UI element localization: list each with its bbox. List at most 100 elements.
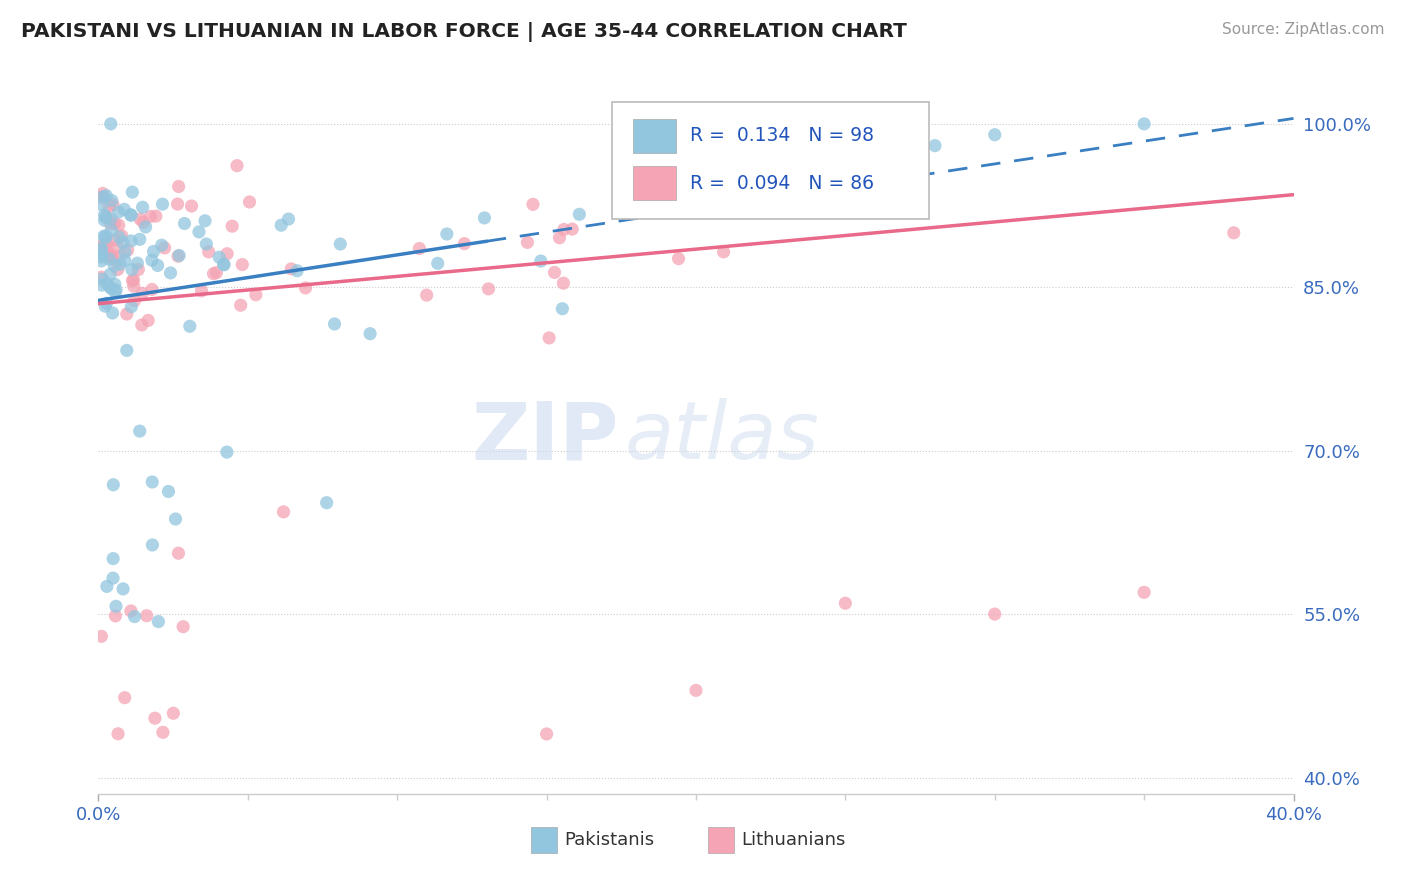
Point <box>626 161 648 175</box>
Point <box>984 607 1007 621</box>
Point <box>98 199 121 213</box>
Point <box>159 266 181 280</box>
Point <box>111 228 134 243</box>
Point <box>530 254 553 268</box>
Point <box>112 202 135 217</box>
Point <box>131 200 153 214</box>
Point <box>141 475 163 489</box>
Point <box>157 484 180 499</box>
Bar <box>633 119 676 153</box>
Point <box>131 286 153 301</box>
Point <box>141 282 163 296</box>
Point <box>120 300 142 314</box>
Point <box>98 267 121 281</box>
Point <box>90 278 112 293</box>
Point <box>315 496 337 510</box>
Point <box>152 725 174 739</box>
Point <box>408 242 430 256</box>
Point <box>202 267 225 281</box>
Point <box>142 244 165 259</box>
Point <box>179 319 201 334</box>
Point <box>115 343 138 358</box>
Point <box>280 261 302 276</box>
Point <box>522 197 544 211</box>
Point <box>91 238 114 252</box>
Point <box>90 243 112 257</box>
Text: ZIP: ZIP <box>471 398 619 476</box>
Point <box>90 270 112 285</box>
Point <box>122 273 145 287</box>
Text: PAKISTANI VS LITHUANIAN IN LABOR FORCE | AGE 35-44 CORRELATION CHART: PAKISTANI VS LITHUANIAN IN LABOR FORCE |… <box>21 22 907 42</box>
Point <box>167 248 190 262</box>
Point <box>167 249 190 263</box>
Point <box>91 186 114 201</box>
Point <box>108 250 131 264</box>
Point <box>121 274 143 288</box>
Text: Lithuanians: Lithuanians <box>741 831 846 849</box>
Point <box>212 258 235 272</box>
Point <box>124 609 146 624</box>
Point <box>96 188 118 202</box>
Point <box>208 250 231 264</box>
Point <box>90 249 112 263</box>
Point <box>101 198 124 212</box>
Point <box>103 259 125 273</box>
Point <box>167 179 190 194</box>
Point <box>231 258 253 272</box>
Text: R =  0.094   N = 86: R = 0.094 N = 86 <box>690 174 875 193</box>
Point <box>127 256 149 270</box>
Point <box>90 242 112 256</box>
Point <box>114 690 136 705</box>
Point <box>101 306 124 320</box>
Point <box>197 244 219 259</box>
Point <box>924 138 946 153</box>
Point <box>984 128 1007 142</box>
Text: R =  0.134   N = 98: R = 0.134 N = 98 <box>690 127 875 145</box>
Point <box>188 225 211 239</box>
Point <box>153 241 176 255</box>
Point <box>180 199 202 213</box>
Point <box>96 210 118 224</box>
Point <box>1133 117 1156 131</box>
Point <box>90 190 112 204</box>
Point <box>100 223 122 237</box>
Point <box>94 229 117 244</box>
Point <box>122 279 145 293</box>
Point <box>104 599 127 614</box>
Point <box>245 287 267 301</box>
Point <box>745 149 768 163</box>
Point <box>553 276 575 290</box>
Point <box>107 205 129 219</box>
Point <box>100 249 122 263</box>
Point <box>141 538 163 552</box>
Point <box>190 284 212 298</box>
Point <box>96 579 118 593</box>
Point <box>98 248 121 262</box>
Point <box>91 198 114 212</box>
Point <box>98 217 121 231</box>
Point <box>217 246 239 260</box>
Bar <box>531 828 557 853</box>
Point <box>107 727 129 741</box>
Point <box>474 211 496 225</box>
Text: Pakistanis: Pakistanis <box>565 831 655 849</box>
Point <box>359 326 381 341</box>
Point <box>329 237 352 252</box>
Point <box>561 222 583 236</box>
Point <box>96 236 118 251</box>
Point <box>194 214 217 228</box>
Bar <box>709 828 734 853</box>
Point <box>1133 585 1156 599</box>
Point <box>114 253 136 268</box>
Point <box>98 252 121 266</box>
Point <box>453 236 475 251</box>
Point <box>96 296 118 310</box>
Point <box>121 185 143 199</box>
Point <box>120 208 142 222</box>
Text: atlas: atlas <box>624 398 820 476</box>
Point <box>101 252 124 266</box>
Point <box>145 209 167 223</box>
Point <box>93 208 115 222</box>
Point <box>105 283 128 297</box>
Point <box>100 282 122 296</box>
